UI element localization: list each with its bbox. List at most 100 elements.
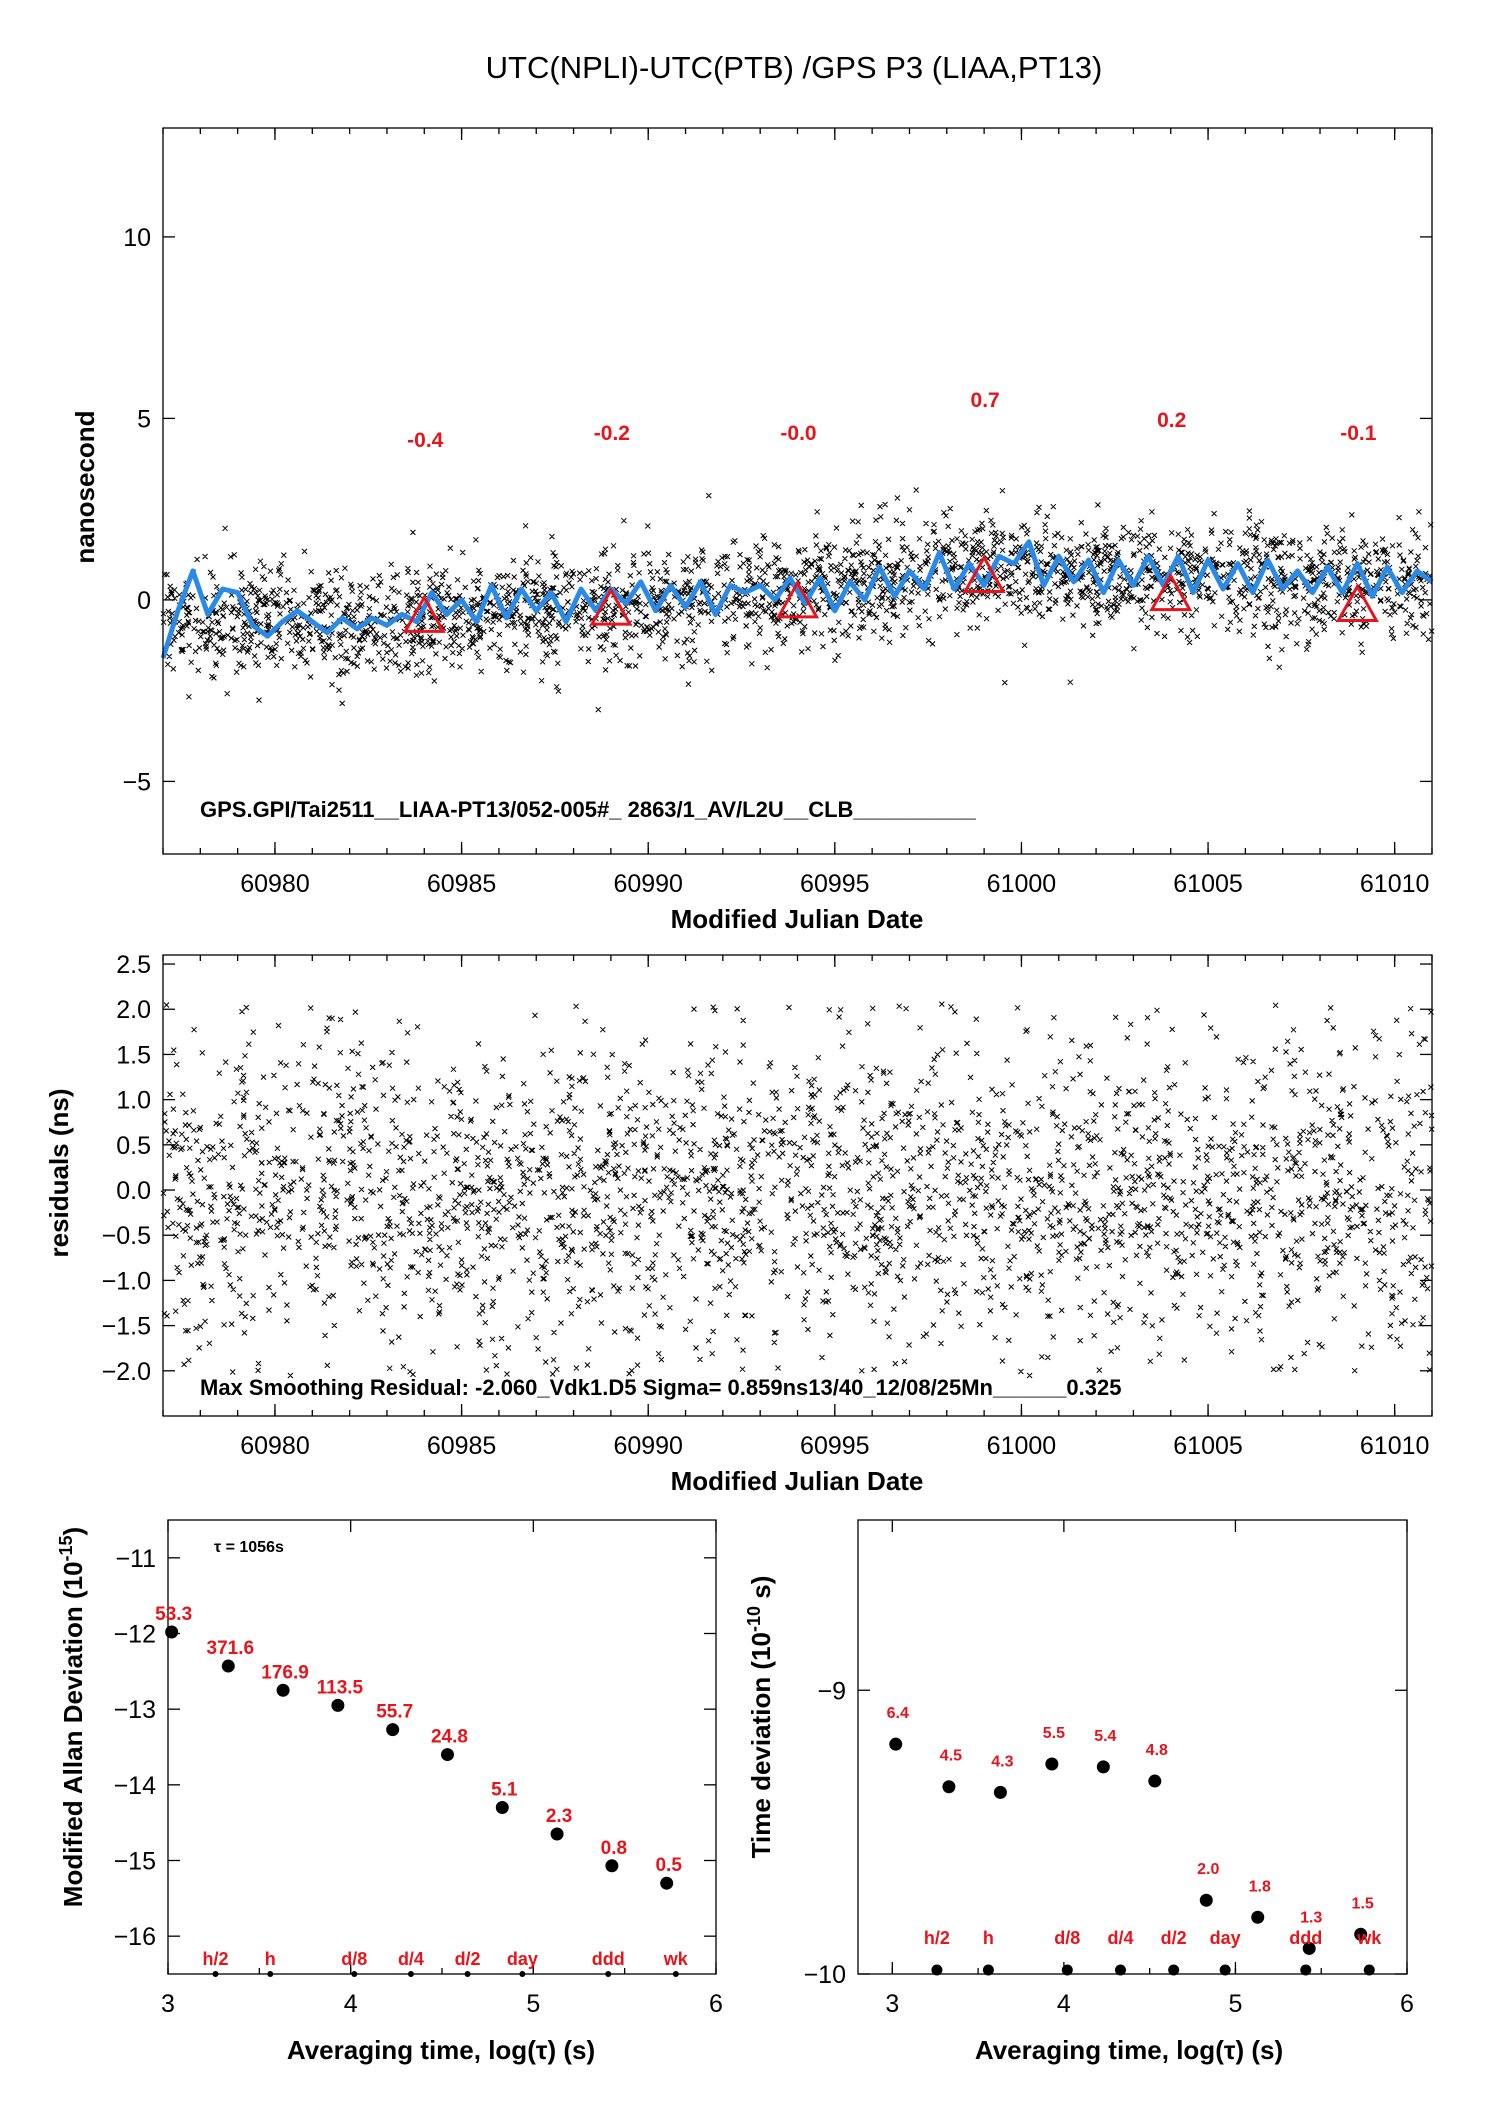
y-tick-label: −16 (114, 1923, 156, 1951)
deviation-point (605, 1859, 619, 1873)
tdev-y-axis-label: Time deviation (10-10 s) (744, 1576, 776, 1859)
time-marker (1363, 1964, 1375, 1976)
x-tick-label: 61000 (987, 1432, 1057, 1460)
residual-scatter-points (160, 1001, 1435, 1379)
triangle-marker (775, 579, 820, 619)
triangle-value-label: -0.2 (594, 422, 630, 445)
deviation-point (993, 1785, 1007, 1799)
deviation-value-label: 24.8 (431, 1727, 468, 1748)
triangle-marker (1149, 572, 1193, 612)
y-tick-label: −13 (114, 1696, 156, 1724)
y-tick-label: −1.0 (102, 1267, 151, 1295)
y-tick-label: −14 (114, 1772, 157, 1800)
x-tick-label: 3 (885, 1990, 899, 2018)
residual-axes: 60980 60985 60990 60995 61000 61005 61010 −2.0 −… (102, 951, 1433, 1460)
deviation-point (942, 1780, 956, 1794)
deviation-point (550, 1827, 564, 1841)
deviation-value-label: 5.1 (491, 1780, 518, 1801)
residuals-panel: 60980 60985 60990 60995 61000 61005 61010 −2.0 −… (44, 951, 1435, 1496)
top-panel: -0.4 -0.2 -0.00.70.2-0.1 60980 60985 60990 60… (70, 127, 1435, 934)
triangle-value-label: 0.7 (971, 389, 1000, 412)
mdev-x-axis-label: Averaging time, log(τ) (s) (287, 2035, 595, 2065)
tdev-panel: 3 4 5 6 −10 −9 6.4 4.5 4.3 5.5 5.4 4.8 2.0 1.8 1.3 1.5… (744, 1519, 1414, 2065)
triangle-marker (1335, 583, 1379, 623)
x-tick-label: 61000 (987, 870, 1057, 898)
x-tick-label: 3 (161, 1990, 175, 2018)
deviation-value-label: 2.3 (546, 1806, 572, 1827)
plot-frame (857, 1519, 1408, 1975)
tdev-axes: 3 4 5 6 −10 −9 (804, 1519, 1414, 2018)
triangle-marker (402, 594, 446, 633)
mdev-y-axis-text: Modified Allan Deviation (10 (58, 1561, 88, 1907)
top-scatter-points (160, 487, 1435, 713)
y-tick-label: 0.5 (116, 1132, 151, 1160)
plot-frame (162, 954, 1433, 1417)
deviation-value-label: 5.4 (1094, 1728, 1116, 1745)
x-tick-label: 60985 (427, 1432, 497, 1460)
deviation-value-label: 55.7 (376, 1702, 413, 1723)
time-marker (351, 1971, 358, 1977)
y-tick-label: −15 (114, 1848, 156, 1876)
triangle-markers: -0.4 -0.2 -0.0 0.7 0.2 -0.1 (402, 389, 1379, 633)
y-tick-label: −2.0 (102, 1358, 151, 1386)
triangle-value-label: -0.1 (1340, 422, 1377, 445)
y-tick-label: −0.5 (102, 1222, 151, 1250)
y-tick-label: 2.5 (116, 951, 151, 979)
triangle-value-label: -0.4 (407, 429, 444, 452)
residual-y-axis-label: residuals (ns) (44, 1088, 74, 1257)
tdev-points: 6.4 4.5 4.3 5.5 5.4 4.8 2.0 1.8 1.3 1.5 h/2 h d/8 d/4… (887, 1705, 1382, 1976)
deviation-point (221, 1659, 235, 1673)
deviation-point (440, 1748, 454, 1762)
x-tick-label: 60990 (613, 1432, 683, 1460)
tau-annotation: τ = 1056s (214, 1539, 284, 1556)
deviation-value-label: 1.5 (1352, 1895, 1374, 1912)
x-tick-label: 6 (1400, 1990, 1414, 2018)
time-marker-label: d/4 (398, 1949, 424, 1969)
y-tick-label: −1.5 (102, 1313, 151, 1341)
mdev-y-axis-label: Modified Allan Deviation (10-15) (56, 1527, 88, 1907)
deviation-point (1251, 1910, 1265, 1924)
time-marker (1300, 1964, 1312, 1976)
mdev-y-axis-exponent: -15 (56, 1535, 76, 1561)
x-tick-label: 60990 (613, 870, 683, 898)
y-tick-label: 2.0 (116, 996, 151, 1024)
x-tick-label: 5 (1228, 1990, 1242, 2018)
triangle-value-label: -0.0 (780, 422, 816, 445)
mdev-points: 53.3 371.6 176.9 113.5 55.7 24.8 5.1 2.3 0.8 0.5 h… (155, 1604, 689, 1977)
y-tick-label: 0.0 (116, 1177, 151, 1205)
deviation-point (495, 1801, 509, 1815)
time-marker-label: ddd (592, 1949, 625, 1969)
time-marker (672, 1971, 679, 1977)
plot-frame (162, 127, 1433, 855)
top-annotation: GPS.GPI/Tai2511__LIAA-PT13/052-005#_ 286… (200, 797, 977, 822)
deviation-value-label: 1.8 (1249, 1878, 1271, 1895)
deviation-point (165, 1625, 179, 1639)
deviation-point (889, 1737, 903, 1751)
y-tick-label: 1.0 (116, 1087, 151, 1115)
chart-title: UTC(NPLI)-UTC(PTB) /GPS P3 (LIAA,PT13) (486, 50, 1103, 85)
smoothed-curve (160, 539, 1434, 659)
y-tick-label: −5 (122, 768, 151, 796)
deviation-value-label: 4.3 (991, 1753, 1013, 1770)
triangle-marker (589, 587, 633, 626)
deviation-value-label: 6.4 (887, 1705, 909, 1722)
y-tick-label: −10 (804, 1961, 846, 1989)
residual-x-axis-label: Modified Julian Date (671, 1466, 924, 1496)
deviation-value-label: 176.9 (261, 1662, 309, 1683)
triangle-value-label: 0.2 (1157, 409, 1186, 432)
x-tick-label: 60995 (800, 1432, 870, 1460)
x-tick-label: 4 (1057, 1990, 1071, 2018)
time-marker (464, 1971, 471, 1977)
time-marker-label: d/8 (1054, 1928, 1080, 1948)
deviation-value-label: 0.8 (601, 1838, 627, 1859)
time-marker-label: wk (663, 1949, 689, 1969)
time-marker-label: d/2 (1161, 1928, 1187, 1948)
time-marker (1219, 1964, 1231, 1976)
x-tick-label: 61010 (1360, 1432, 1430, 1460)
x-tick-label: 61005 (1173, 870, 1243, 898)
y-tick-label: −9 (817, 1677, 846, 1705)
deviation-value-label: 113.5 (317, 1677, 364, 1698)
y-tick-label: 10 (123, 224, 151, 252)
tdev-x-axis-label: Averaging time, log(τ) (s) (975, 2035, 1283, 2065)
x-tick-label: 61005 (1173, 1432, 1243, 1460)
